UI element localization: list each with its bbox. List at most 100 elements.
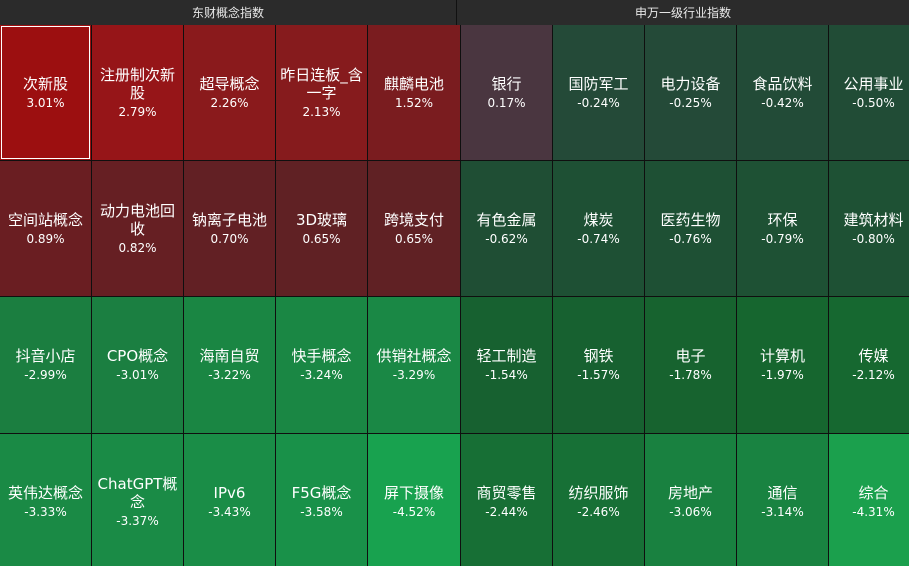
tile-name: 商贸零售 xyxy=(476,483,537,502)
tile-name: 注册制次新股 xyxy=(99,65,175,102)
tile-name: 超导概念 xyxy=(199,74,260,93)
tile-change-percent: -1.57% xyxy=(577,368,620,382)
tile-change-percent: 0.70% xyxy=(210,231,249,246)
tile-name: 食品饮料 xyxy=(752,74,813,93)
heatmap-tile[interactable]: 煤炭 -0.74% xyxy=(553,161,644,296)
tile-name: 钢铁 xyxy=(583,347,614,365)
heatmap-tile[interactable]: 快手概念 -3.24% xyxy=(276,297,367,433)
industry-index-header: 申万一级行业指数 xyxy=(457,0,909,25)
heatmap-tile[interactable]: 建筑材料 -0.80% xyxy=(829,161,909,296)
tile-name: 供销社概念 xyxy=(376,347,452,365)
heatmap-tile[interactable]: 轻工制造 -1.54% xyxy=(461,297,552,433)
heatmap-tile[interactable]: 纺织服饰 -2.46% xyxy=(553,434,644,566)
tile-name: 房地产 xyxy=(667,483,713,502)
tile-change-percent: -2.46% xyxy=(577,504,620,519)
heatmap-tile[interactable]: 房地产 -3.06% xyxy=(645,434,736,566)
heatmap-tile[interactable]: 钢铁 -1.57% xyxy=(553,297,644,433)
concept-index-title: 东财概念指数 xyxy=(191,6,264,20)
tile-name: 轻工制造 xyxy=(476,347,537,365)
heatmap-tile[interactable]: 跨境支付 0.65% xyxy=(368,161,460,296)
tile-name: 屏下摄像 xyxy=(383,483,444,502)
heatmap-tile[interactable]: 食品饮料 -0.42% xyxy=(737,25,828,160)
tile-name: 英伟达概念 xyxy=(7,483,83,502)
tile-change-percent: -3.43% xyxy=(208,504,251,519)
tile-change-percent: -3.24% xyxy=(300,368,343,382)
heatmap-tile[interactable]: ChatGPT概念 -3.37% xyxy=(92,434,183,566)
tile-name: 环保 xyxy=(767,210,798,229)
heatmap-tile[interactable]: 英伟达概念 -3.33% xyxy=(0,434,91,566)
heatmap-tile[interactable]: 动力电池回收 0.82% xyxy=(92,161,183,296)
tile-change-percent: -1.97% xyxy=(761,368,804,382)
heatmap-tile[interactable]: 空间站概念 0.89% xyxy=(0,161,91,296)
heatmap-tile[interactable]: CPO概念 -3.01% xyxy=(92,297,183,433)
tile-name: 煤炭 xyxy=(583,210,614,229)
heatmap-tile[interactable]: 次新股 3.01% xyxy=(0,25,91,160)
tile-change-percent: -0.62% xyxy=(485,231,528,246)
tile-change-percent: -0.42% xyxy=(761,95,804,110)
tile-change-percent: 2.26% xyxy=(210,95,249,110)
tile-change-percent: -1.54% xyxy=(485,368,528,382)
heatmap-tile[interactable]: 商贸零售 -2.44% xyxy=(461,434,552,566)
tile-name: F5G概念 xyxy=(291,483,352,502)
heatmap-tile[interactable]: 昨日连板_含一字 2.13% xyxy=(276,25,367,160)
industry-index-title: 申万一级行业指数 xyxy=(634,6,731,20)
heatmap-tile[interactable]: F5G概念 -3.58% xyxy=(276,434,367,566)
heatmap-tile[interactable]: 传媒 -2.12% xyxy=(829,297,909,433)
heatmap-tile[interactable]: 计算机 -1.97% xyxy=(737,297,828,433)
heatmap-tile[interactable]: 医药生物 -0.76% xyxy=(645,161,736,296)
tile-change-percent: 0.82% xyxy=(118,240,157,255)
tile-name: 跨境支付 xyxy=(383,210,444,229)
heatmap-tile[interactable]: 有色金属 -0.62% xyxy=(461,161,552,296)
heatmap-grid: 次新股 3.01% 注册制次新股 2.79% 超导概念 2.26% 昨日连板_含一字 2.13… xyxy=(0,25,909,566)
tile-name: ChatGPT概念 xyxy=(97,474,178,511)
tile-name: 快手概念 xyxy=(291,347,352,365)
heatmap-tile[interactable]: 供销社概念 -3.29% xyxy=(368,297,460,433)
tile-change-percent: -0.74% xyxy=(577,231,620,246)
tile-change-percent: -0.50% xyxy=(852,95,895,110)
heatmap-tile[interactable]: 公用事业 -0.50% xyxy=(829,25,909,160)
heatmap-tile[interactable]: 超导概念 2.26% xyxy=(184,25,275,160)
tile-name: CPO概念 xyxy=(106,347,169,365)
tile-change-percent: -0.79% xyxy=(761,231,804,246)
tile-name: 通信 xyxy=(767,483,798,502)
heatmap-tile[interactable]: 电子 -1.78% xyxy=(645,297,736,433)
tile-name: 昨日连板_含一字 xyxy=(280,65,363,102)
tile-change-percent: -2.12% xyxy=(852,368,895,382)
heatmap-tile[interactable]: 海南自贸 -3.22% xyxy=(184,297,275,433)
heatmap-tile[interactable]: 钠离子电池 0.70% xyxy=(184,161,275,296)
tile-change-percent: -3.22% xyxy=(208,368,251,382)
tile-name: 3D玻璃 xyxy=(295,210,348,229)
heatmap-tile[interactable]: 屏下摄像 -4.52% xyxy=(368,434,460,566)
tile-change-percent: -1.78% xyxy=(669,368,712,382)
tile-name: 空间站概念 xyxy=(7,210,83,229)
tile-name: 钠离子电池 xyxy=(191,210,267,229)
tile-name: 电子 xyxy=(675,347,706,365)
tile-name: 次新股 xyxy=(22,74,68,93)
heatmap-tile[interactable]: 3D玻璃 0.65% xyxy=(276,161,367,296)
heatmap-tile[interactable]: 麒麟电池 1.52% xyxy=(368,25,460,160)
tile-name: 银行 xyxy=(491,74,522,93)
tile-name: 海南自贸 xyxy=(199,347,260,365)
tile-change-percent: 2.79% xyxy=(118,104,157,119)
heatmap-tile[interactable]: 环保 -0.79% xyxy=(737,161,828,296)
tile-change-percent: -3.14% xyxy=(761,504,804,519)
tile-name: 有色金属 xyxy=(476,210,537,229)
heatmap-tile[interactable]: 国防军工 -0.24% xyxy=(553,25,644,160)
heatmap-tile[interactable]: 通信 -3.14% xyxy=(737,434,828,566)
heatmap-tile[interactable]: IPv6 -3.43% xyxy=(184,434,275,566)
tile-change-percent: -2.44% xyxy=(485,504,528,519)
tile-change-percent: 0.65% xyxy=(394,231,434,246)
tile-change-percent: -2.99% xyxy=(24,368,67,382)
tile-change-percent: 0.17% xyxy=(487,95,526,110)
heatmap-tile[interactable]: 银行 0.17% xyxy=(461,25,552,160)
tile-name: 综合 xyxy=(858,483,889,502)
tile-change-percent: 0.89% xyxy=(26,231,65,246)
tile-change-percent: -3.29% xyxy=(392,368,436,382)
heatmap-tile[interactable]: 抖音小店 -2.99% xyxy=(0,297,91,433)
tile-name: 纺织服饰 xyxy=(568,483,629,502)
heatmap-tile[interactable]: 综合 -4.31% xyxy=(829,434,909,566)
tile-name: 麒麟电池 xyxy=(383,74,444,93)
heatmap-tile[interactable]: 注册制次新股 2.79% xyxy=(92,25,183,160)
heatmap-tile[interactable]: 电力设备 -0.25% xyxy=(645,25,736,160)
